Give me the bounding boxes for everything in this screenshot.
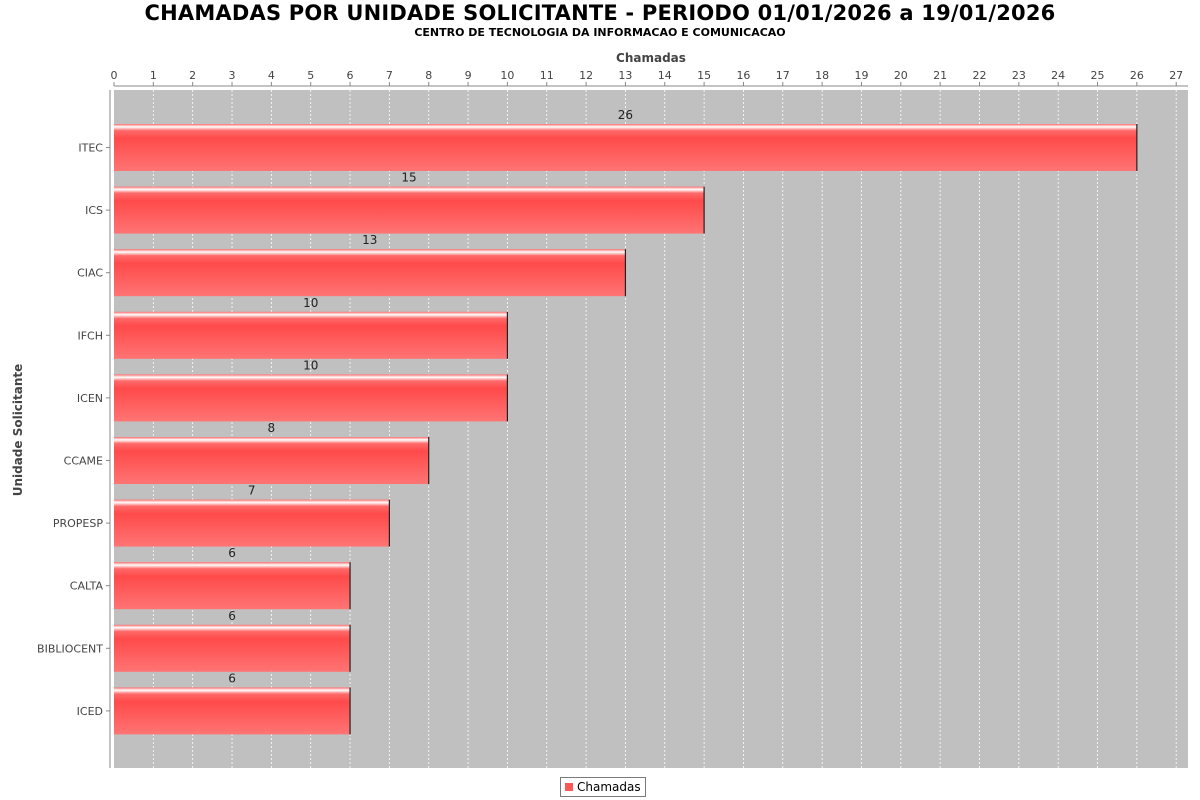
category-label: CCAME [64,455,103,468]
category-label: PROPESP [53,517,104,530]
x-tick-label: 10 [500,69,514,82]
legend-label: Chamadas [577,780,641,794]
x-tick-label: 2 [189,69,196,82]
bar [114,249,626,297]
x-tick-label: 6 [347,69,354,82]
x-tick-label: 17 [776,69,790,82]
x-tick-label: 7 [386,69,393,82]
x-tick-label: 15 [697,69,711,82]
x-tick-label: 24 [1051,69,1065,82]
data-label: 10 [303,358,318,372]
category-label: IFCH [77,329,103,342]
legend: Chamadas [560,777,646,797]
x-tick-label: 3 [229,69,236,82]
x-tick-label: 9 [465,69,472,82]
bar [114,624,351,672]
x-tick-label: 14 [658,69,672,82]
x-tick-label: 22 [972,69,986,82]
legend-swatch [565,783,573,791]
data-label: 26 [618,108,633,122]
x-tick-label: 8 [425,69,432,82]
data-label: 6 [228,671,236,685]
x-tick-label: 25 [1091,69,1105,82]
data-label: 6 [228,609,236,623]
x-axis-label: Chamadas [616,51,686,65]
bar [114,687,351,735]
x-tick-label: 18 [815,69,829,82]
x-tick-label: 27 [1169,69,1183,82]
data-label: 15 [401,171,416,185]
x-tick-label: 23 [1012,69,1026,82]
category-label: ICS [85,204,103,217]
x-tick-label: 11 [540,69,554,82]
category-label: CALTA [70,580,104,593]
category-label: CIAC [77,267,103,280]
x-tick-label: 5 [307,69,314,82]
bar [114,124,1137,171]
x-tick-label: 21 [933,69,947,82]
data-label: 10 [303,296,318,310]
y-axis-label: Unidade Solicitante [11,364,25,497]
bar [114,311,508,359]
bar [114,499,390,547]
bar [114,374,508,422]
x-tick-label: 4 [268,69,275,82]
category-label: BIBLIOCENT [37,642,103,655]
x-tick-label: 16 [736,69,750,82]
x-tick-label: 1 [150,69,157,82]
bar [114,437,429,484]
data-label: 7 [248,484,256,498]
chart-title: CHAMADAS POR UNIDADE SOLICITANTE - PERIO… [144,1,1056,25]
category-label: ICED [77,705,103,718]
bar [114,562,351,610]
bar [114,186,705,234]
data-label: 13 [362,233,377,247]
chart-subtitle: CENTRO DE TECNOLOGIA DA INFORMACAO E COM… [414,26,786,39]
data-label: 6 [228,546,236,560]
category-label: ITEC [78,142,103,155]
category-label: ICEN [77,392,103,405]
x-tick-label: 20 [894,69,908,82]
x-tick-label: 0 [111,69,118,82]
x-tick-label: 12 [579,69,593,82]
data-label: 8 [268,421,276,435]
x-tick-label: 19 [854,69,868,82]
x-tick-label: 26 [1130,69,1144,82]
x-tick-label: 13 [618,69,632,82]
